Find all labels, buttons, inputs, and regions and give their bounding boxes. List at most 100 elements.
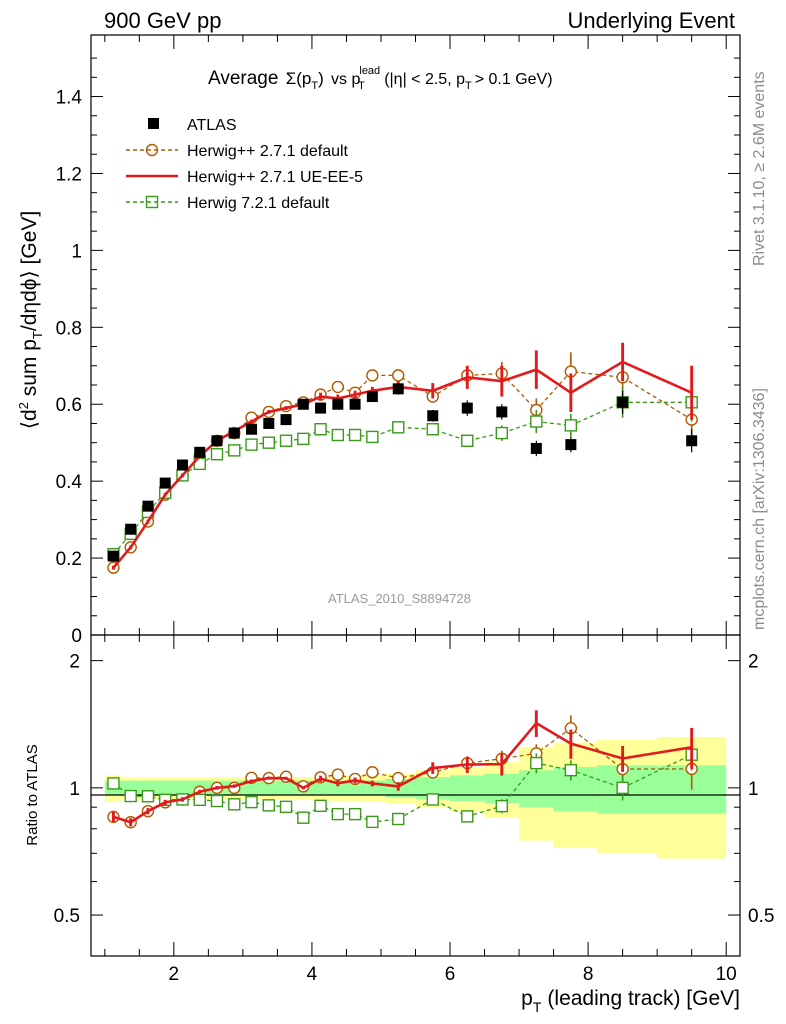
ratio-y-tick-label-left: 2 — [69, 652, 80, 673]
legend-marker-herwig7-default — [145, 195, 159, 209]
ratio-point-herwigpp-default — [331, 768, 345, 781]
main-point-herwig7-default — [366, 430, 379, 444]
main-point-herwig7-default — [314, 423, 327, 436]
ratio-point-herwig7-default — [228, 798, 241, 811]
main-point-herwig7-default — [530, 415, 543, 428]
main-point-herwig7-default — [331, 428, 345, 442]
atlas-data-point — [194, 446, 206, 458]
atlas-data-point — [280, 414, 292, 426]
atlas-data-point — [366, 391, 378, 403]
ratio-y-tick-label-left: 0.5 — [54, 906, 80, 927]
atlas-data-point — [530, 442, 542, 454]
atlas-data-point — [427, 410, 439, 422]
ratio-y-tick-label-right: 0.5 — [748, 906, 774, 927]
ratio-series-layer — [107, 710, 698, 829]
main-y-tick-label: 0.4 — [56, 472, 83, 493]
ratio-point-herwig7-default — [210, 794, 224, 808]
ratio-point-herwig7-default — [279, 800, 293, 814]
ratio-y-tick-label-right: 1 — [748, 779, 759, 800]
ratio-y-axis-label: Ratio to ATLAS — [24, 744, 41, 845]
main-axis-ticks: 0 0.2 0.4 0.6 0.8 1 1.2 1.4 — [56, 35, 740, 647]
legend-label-herwigpp-ueee5: Herwig++ 2.7.1 UE-EE-5 — [187, 169, 363, 186]
atlas-data-point — [176, 459, 188, 471]
atlas-data-point — [228, 427, 240, 439]
ratio-band-inner — [346, 780, 364, 796]
atlas-data-point — [617, 396, 629, 408]
ratio-point-herwigpp-default — [366, 766, 379, 779]
main-point-herwig7-default — [495, 426, 509, 440]
side-label-top: Rivet 3.1.10, ≥ 2.6M events — [751, 71, 768, 266]
main-plot-title: Average Σ(pT) vs plead T (|η| < 2.5, pT > … — [208, 65, 553, 94]
main-point-herwigpp-default — [331, 380, 345, 394]
x-axis-label: pT (leading track) [GeV] — [521, 987, 740, 1015]
main-point-herwig7-default — [262, 436, 275, 449]
ratio-point-herwig7-default — [297, 811, 310, 824]
legend-marker-herwigpp-default — [145, 143, 159, 157]
ratio-band-inner — [450, 775, 485, 802]
ratio-point-herwigpp-default — [392, 771, 405, 785]
ratio-point-herwig7-default — [314, 799, 327, 813]
atlas-data-point — [392, 383, 404, 395]
ratio-band-inner — [329, 780, 347, 796]
atlas-data-point — [142, 500, 154, 512]
ratio-y-tick-label-right: 2 — [748, 652, 759, 673]
legend-label-atlas: ATLAS — [187, 117, 237, 134]
main-point-herwig7-default — [461, 434, 474, 447]
main-point-herwig7-default — [279, 434, 293, 447]
ratio-point-herwig7-default — [616, 781, 629, 795]
main-y-tick-label: 0.8 — [56, 318, 82, 339]
ratio-band-inner — [484, 773, 520, 804]
ratio-point-herwig7-default — [461, 810, 474, 823]
ratio-point-herwig7-default — [530, 756, 543, 770]
main-series-layer — [107, 342, 698, 574]
header-right-label: Underlying Event — [567, 8, 735, 33]
x-tick-label: 10 — [716, 964, 737, 985]
ratio-point-herwig7-default — [331, 807, 345, 821]
ratio-point-herwig7-default — [366, 815, 379, 829]
header-left-label: 900 GeV pp — [104, 8, 221, 33]
atlas-data-point — [211, 435, 223, 447]
legend: ATLAS Herwig++ 2.7.1 default Herwig++ 2.… — [126, 117, 363, 212]
main-point-herwig7-default — [297, 432, 310, 446]
main-y-tick-label: 1.4 — [56, 88, 83, 109]
main-y-tick-label: 0.6 — [56, 395, 82, 416]
main-point-herwig7-default — [245, 438, 258, 451]
ratio-band-inner — [385, 778, 416, 798]
x-tick-label: 6 — [445, 964, 456, 985]
main-point-herwig7-default — [348, 428, 362, 442]
ratio-point-herwig7-default — [348, 807, 362, 821]
legend-marker-atlas — [148, 118, 159, 129]
ratio-axis-ticks: 0.5 0.5 1 1 2 2 2 4 6 8 10 — [54, 635, 774, 985]
main-point-herwigpp-default — [366, 369, 379, 382]
atlas-data-point — [349, 398, 361, 410]
atlas-data-point — [263, 417, 275, 429]
main-y-axis-label: ⟨d2 sum pT/dηdϕ⟩ [GeV] — [16, 211, 45, 429]
atlas-data-point — [159, 477, 171, 489]
ratio-band-inner — [260, 780, 278, 796]
main-y-tick-label: 1.2 — [56, 164, 82, 185]
ratio-point-herwig7-default — [245, 795, 258, 809]
main-y-tick-label: 0.2 — [56, 549, 82, 570]
main-point-herwig7-default — [210, 448, 224, 461]
ratio-point-herwig7-default — [141, 790, 155, 803]
ratio-point-herwig7-default — [262, 799, 275, 812]
ratio-y-tick-label-left: 1 — [69, 779, 80, 800]
atlas-data-point — [246, 423, 258, 435]
main-point-herwig7-default — [426, 423, 439, 436]
atlas-data-point — [332, 398, 344, 410]
x-tick-label: 2 — [169, 964, 180, 985]
atlas-data-point — [297, 398, 309, 410]
ratio-point-herwig7-default — [193, 793, 206, 807]
main-line-2 — [112, 360, 693, 569]
atlas-data-point — [461, 402, 473, 414]
atlas-data-point — [315, 402, 327, 414]
ratio-point-herwig7-default — [124, 789, 137, 803]
ratio-band-inner — [415, 777, 451, 800]
atlas-data-point — [565, 439, 577, 451]
x-tick-label: 4 — [307, 964, 318, 985]
ratio-band-inner — [242, 780, 261, 796]
ratio-band-inner — [311, 780, 330, 796]
main-y-tick-label: 1 — [71, 241, 82, 262]
main-point-herwig7-default — [392, 421, 405, 434]
